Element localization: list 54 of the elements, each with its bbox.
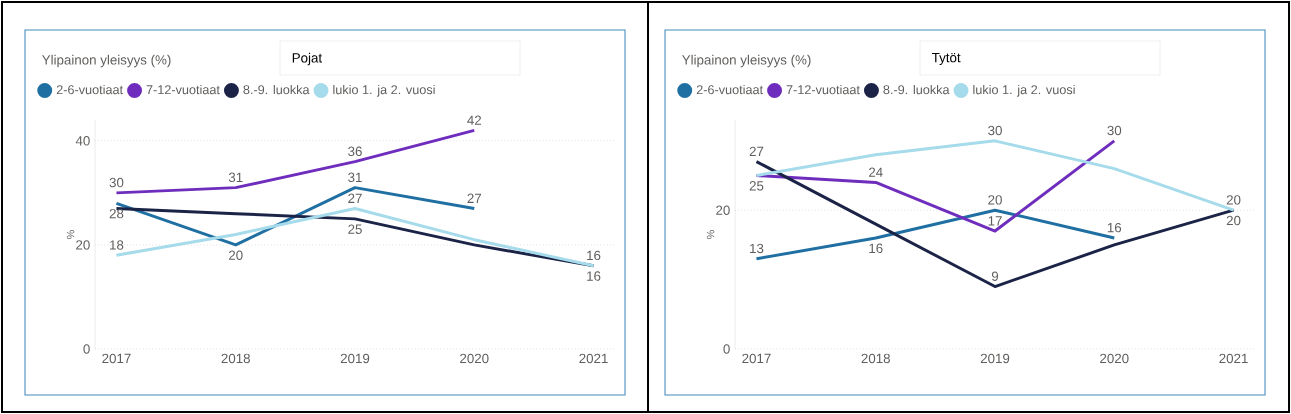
data-label: 18 (110, 240, 124, 250)
data-label: 27 (348, 193, 362, 203)
data-label: 27 (467, 193, 482, 203)
legend-label: 2-6-vuotiaat (696, 84, 763, 95)
data-label: 30 (109, 177, 124, 188)
data-label: 31 (348, 172, 362, 183)
data-label: 20 (1226, 215, 1241, 226)
data-label: 25 (348, 224, 362, 234)
data-label: 28 (109, 208, 124, 219)
data-label: 20 (988, 195, 1002, 205)
x-tick-label: 2018 (221, 353, 250, 364)
y-tick-label: 40 (75, 136, 90, 146)
legend-label: 7-12-vuotiaat (786, 84, 860, 95)
data-label: 42 (467, 115, 482, 125)
x-tick-label: 2021 (579, 353, 608, 364)
x-tick-label: 2021 (1219, 353, 1248, 364)
legend-label: 7-12-vuotiaat (146, 84, 220, 95)
chart-title: Ylipainon yleisyys (%) (42, 54, 171, 68)
data-label: 30 (1107, 125, 1122, 136)
data-label: 20 (228, 250, 243, 260)
data-label: 20 (1226, 195, 1241, 205)
x-tick-label: 2018 (861, 353, 890, 364)
x-tick-label: 2017 (742, 353, 771, 364)
data-label: 24 (869, 167, 883, 177)
legend-label: 8.-9. luokka (883, 84, 950, 95)
legend-label: 8.-9. luokka (243, 84, 310, 95)
y-tick-label: 20 (76, 240, 90, 250)
x-tick-label: 2020 (1100, 353, 1129, 364)
data-label: 16 (869, 243, 883, 253)
data-label: 9 (991, 271, 999, 281)
chart-title: Ylipainon yleisyys (%) (682, 54, 811, 68)
y-tick-label: 0 (723, 344, 730, 354)
data-label: 31 (228, 172, 243, 183)
data-label: 13 (750, 243, 764, 254)
y-tick-label: 0 (83, 344, 90, 354)
y-axis-title: % (66, 230, 75, 239)
x-tick-label: 2019 (340, 353, 370, 364)
data-label: 16 (587, 271, 601, 281)
data-label: 27 (749, 146, 764, 157)
data-label: 36 (348, 146, 362, 157)
data-label: 25 (749, 181, 764, 191)
x-tick-label: 2019 (980, 353, 1010, 364)
chart-subtitle: Tytöt (932, 53, 961, 65)
legend-label: lukio 1. ja 2. vuosi (973, 84, 1075, 97)
x-tick-label: 2020 (460, 353, 489, 364)
chart-subtitle: Pojat (292, 52, 323, 66)
data-label: 30 (988, 125, 1002, 136)
data-label: 17 (988, 216, 1002, 226)
x-tick-label: 2017 (102, 353, 131, 364)
data-label: 16 (1107, 222, 1122, 233)
data-label: 16 (587, 250, 601, 261)
y-axis-title: % (706, 230, 715, 239)
legend-label: lukio 1. ja 2. vuosi (333, 84, 435, 97)
legend-label: 2-6-vuotiaat (56, 84, 123, 95)
